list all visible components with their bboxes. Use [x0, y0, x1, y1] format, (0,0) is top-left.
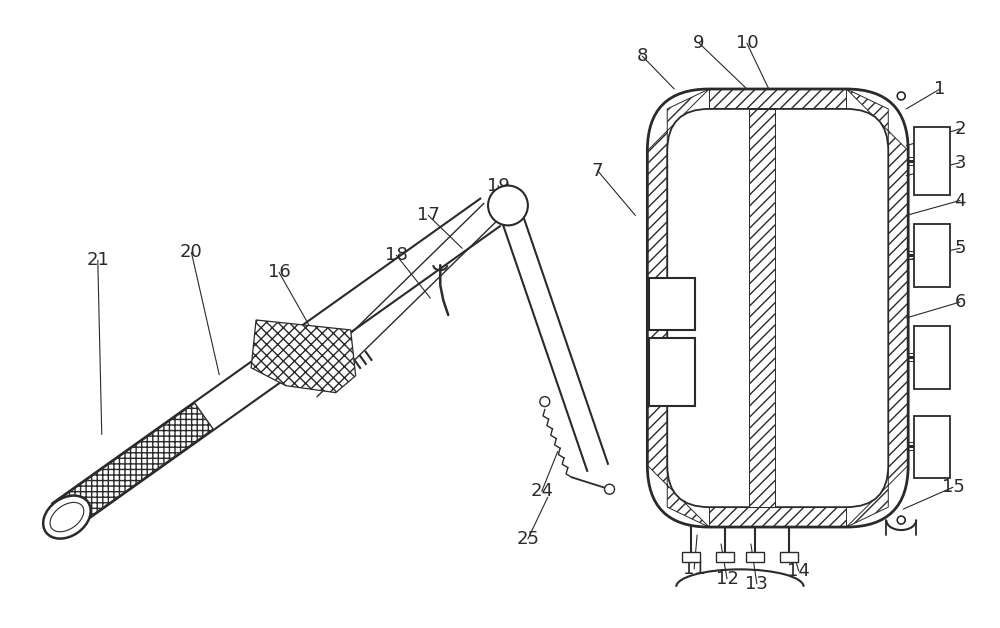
Text: 2: 2	[954, 120, 966, 138]
Polygon shape	[649, 338, 695, 406]
Polygon shape	[682, 552, 700, 562]
Text: 25: 25	[516, 530, 539, 548]
Text: 14: 14	[787, 562, 810, 580]
Polygon shape	[746, 552, 764, 562]
Polygon shape	[914, 127, 950, 195]
Text: 19: 19	[487, 176, 509, 195]
Text: 8: 8	[637, 47, 648, 65]
Circle shape	[897, 516, 905, 524]
Text: 10: 10	[736, 34, 758, 52]
Text: 7: 7	[592, 161, 603, 180]
Text: 15: 15	[942, 479, 964, 496]
Circle shape	[540, 397, 550, 406]
Polygon shape	[914, 224, 950, 287]
Text: 3: 3	[954, 154, 966, 171]
Polygon shape	[716, 552, 734, 562]
Text: 21: 21	[86, 251, 109, 269]
Text: 1: 1	[934, 80, 946, 98]
Text: 4: 4	[954, 192, 966, 210]
Text: 9: 9	[693, 34, 705, 52]
Polygon shape	[846, 89, 908, 527]
Polygon shape	[647, 89, 709, 527]
Text: 12: 12	[716, 570, 738, 588]
Text: 13: 13	[745, 575, 768, 593]
Circle shape	[488, 185, 528, 225]
Polygon shape	[709, 89, 846, 109]
Polygon shape	[780, 552, 798, 562]
Polygon shape	[749, 109, 775, 507]
Text: 17: 17	[417, 207, 440, 224]
Text: 18: 18	[385, 246, 408, 264]
Polygon shape	[914, 326, 950, 389]
FancyBboxPatch shape	[647, 89, 908, 527]
Ellipse shape	[43, 495, 91, 539]
Text: 16: 16	[268, 263, 290, 281]
Text: 20: 20	[180, 243, 203, 261]
Polygon shape	[251, 320, 356, 392]
Text: 11: 11	[683, 560, 706, 578]
Polygon shape	[709, 507, 846, 527]
Text: 24: 24	[530, 482, 553, 501]
Circle shape	[897, 92, 905, 100]
Polygon shape	[649, 278, 695, 330]
Polygon shape	[53, 403, 213, 530]
FancyBboxPatch shape	[667, 109, 888, 507]
Text: 5: 5	[954, 239, 966, 257]
Text: 6: 6	[954, 293, 966, 311]
Polygon shape	[914, 416, 950, 479]
Circle shape	[605, 484, 614, 494]
